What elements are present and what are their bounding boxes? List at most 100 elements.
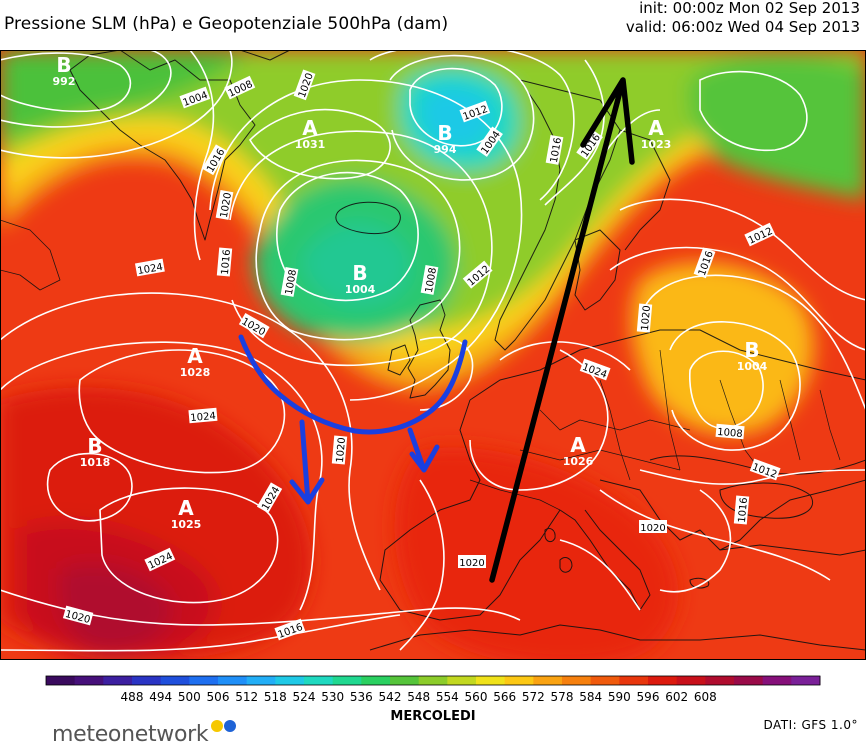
isobar-label-bg (636, 303, 653, 333)
colorbar-cell (533, 676, 563, 685)
pressure-center-value: 1004 (737, 360, 768, 373)
colorbar-tick-label: 506 (207, 690, 230, 704)
pressure-center-value: 1031 (295, 138, 326, 151)
colorbar-cell (218, 676, 248, 685)
colorbar-tick-label: 530 (321, 690, 344, 704)
pressure-center-letter: B (437, 121, 452, 145)
colorbar-tick-label: 590 (608, 690, 631, 704)
colorbar-cell (103, 676, 133, 685)
isobar-label-bg (462, 260, 493, 289)
meteonetwork-logo: meteonetwork (52, 722, 209, 747)
valid-time: valid: 06:00z Wed 04 Sep 2013 (625, 18, 860, 36)
isobar-label-text: 1024 (190, 411, 216, 424)
pressure-center-letter: A (570, 433, 586, 457)
isobar-label-bg (749, 458, 781, 481)
colorbar-tick-label: 524 (293, 690, 316, 704)
colorbar-cell (562, 676, 592, 685)
isobar-label-bg (459, 100, 491, 123)
colorbar-cell (46, 676, 76, 685)
colorbar-tick-label: 602 (665, 690, 688, 704)
colorbar-tick-label: 584 (579, 690, 602, 704)
logo-dots-icon (211, 720, 236, 732)
isobar-label-bg (733, 495, 750, 525)
trough-arrow-right (407, 427, 440, 473)
trough-curve (238, 334, 468, 435)
isobar-label-bg (188, 407, 218, 424)
pressure-center-value: 1004 (345, 283, 376, 296)
colorbar-cell (189, 676, 219, 685)
colorbar-cell (332, 676, 362, 685)
isobar-label: 1024 (134, 258, 165, 277)
pressure-center-letter: B (352, 261, 367, 285)
isobar-label-text: 1016 (220, 249, 233, 275)
colorbar-cells (45, 675, 821, 686)
colorbar-tick-label: 608 (694, 690, 717, 704)
isobar-label-bg (144, 547, 176, 572)
pressure-center-value: 994 (434, 143, 457, 156)
isobar-label-text: 1020 (640, 305, 653, 331)
isobar-label-bg (331, 435, 348, 465)
colorbar-cell (275, 676, 305, 685)
isobar-label: 1016 (733, 495, 750, 525)
pressure-center-value: 1025 (171, 518, 202, 531)
colorbar-tick-label: 578 (551, 690, 574, 704)
flow-arrow (489, 77, 635, 583)
chart-title: Pressione SLM (hPa) e Geopotenziale 500h… (4, 14, 449, 34)
isobar-label-text: 1020 (335, 437, 348, 463)
isobar-label: 1020 (639, 520, 667, 534)
colorbar: 488 494 500 506 512 518 524 530 536 542 548 554 560 5… (45, 675, 821, 704)
colorbar-tick-label: 536 (350, 690, 373, 704)
isobar-label-text: 1020 (219, 192, 234, 219)
pressure-center-letter: A (187, 344, 203, 368)
run-info: init: 00:00z Mon 02 Sep 2013 valid: 06:0… (626, 0, 860, 37)
isobar-label: 1020 (331, 435, 348, 465)
colorbar-cell (619, 676, 649, 685)
pressure-center-value: 1023 (641, 138, 672, 151)
colorbar-cell (791, 676, 821, 685)
isobar-label-text: 1020 (640, 523, 665, 534)
colorbar-tick-label: 548 (407, 690, 430, 704)
isobar-label-text: 1016 (737, 497, 750, 523)
isobar-label-text: 1008 (717, 427, 743, 440)
colorbar-tick-label: 572 (522, 690, 545, 704)
pressure-center-letter: A (302, 116, 318, 140)
isobar-label: 1016 (545, 134, 564, 165)
pressure-center-letter: B (87, 434, 102, 458)
isobar-label-bg (179, 86, 211, 109)
colorbar-cell (304, 676, 334, 685)
isobar-label-bg (274, 618, 306, 641)
colorbar-tick-label: 542 (379, 690, 402, 704)
isobar-label-bg (458, 555, 486, 568)
colorbar-cell (504, 676, 534, 685)
pressure-center-value: 1018 (80, 456, 111, 469)
data-source: DATI: GFS 1.0° (763, 718, 858, 732)
isobar-label-bg (576, 129, 603, 160)
isobar-label: 1008 (420, 264, 439, 295)
colorbar-cell (390, 676, 420, 685)
isobar-label-bg (579, 358, 611, 381)
isobar-label-text: 1020 (459, 558, 484, 569)
pressure-center-letter: A (178, 496, 194, 520)
colorbar-cell (74, 676, 104, 685)
isobar-label: 1016 (216, 247, 233, 277)
colorbar-cell (361, 676, 391, 685)
colorbar-cell (447, 676, 477, 685)
isobar-label-bg (62, 605, 94, 626)
trough-arrow-left (289, 419, 325, 505)
annotations (238, 77, 635, 583)
isobar-label: 1008 (280, 266, 299, 297)
isobar-label: 1020 (458, 555, 486, 569)
colorbar-tick-label: 488 (121, 690, 144, 704)
colorbar-tick-label: 512 (235, 690, 258, 704)
pressure-center-value: 1026 (563, 455, 594, 468)
